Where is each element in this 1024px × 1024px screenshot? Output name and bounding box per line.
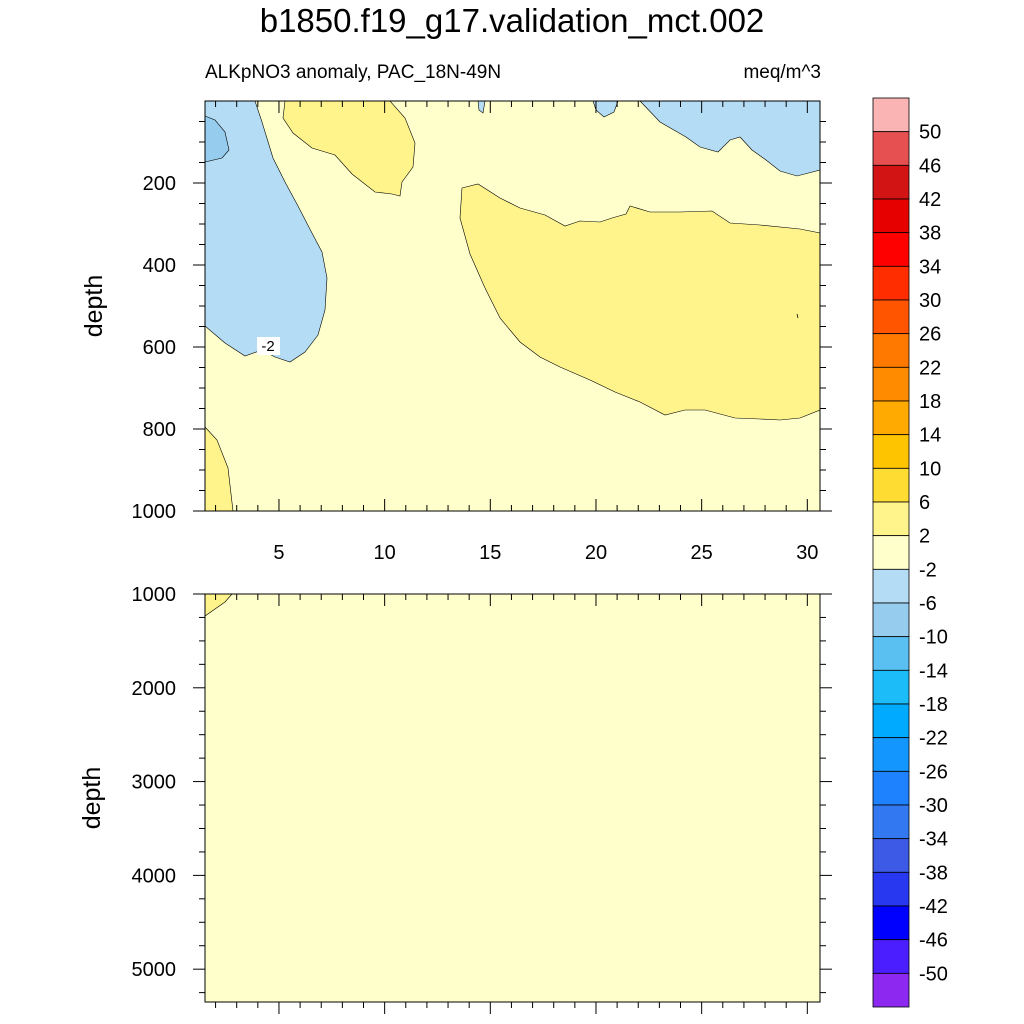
colorbar-label: 10 [919,458,941,480]
upper-negative-region-right [639,100,821,177]
upper-x-tick-label: 15 [479,542,501,564]
colorbar-swatch [872,602,910,638]
colorbar-label: -50 [919,963,948,985]
colorbar-label: 42 [919,189,941,211]
upper-panel: -2 5 10 15 20 25 30 200 400 600 800 1000 [132,100,832,564]
colorbar-label: -10 [919,627,948,649]
units-label: meq/m^3 [743,62,821,83]
colorbar: 50 46 42 38 34 30 26 22 18 14 10 6 2 -2 -6 -10 -14 -18 -22… [872,97,948,1008]
upper-x-tick-label: 20 [585,542,607,564]
colorbar-swatch [872,770,910,806]
colorbar-swatch [872,939,910,974]
lower-axis-ticks: 1000 2000 3000 4000 5000 [132,584,832,1014]
colorbar-label: -34 [919,829,948,851]
figure-title: b1850.f19_g17.validation_mct.002 [259,2,765,39]
contour-label-box [257,337,280,355]
colorbar-label: 22 [919,357,941,379]
lower-panel: 1000 2000 3000 4000 5000 [132,584,832,1014]
lower-y-tick-label: 4000 [132,865,177,887]
upper-y-tick-label: 1000 [132,501,177,523]
colorbar-swatch [872,972,910,1008]
lower-y-tick-label: 3000 [132,772,177,794]
colorbar-swatch [872,366,910,402]
upper-x-tick-label: 25 [691,542,713,564]
colorbar-label: -6 [919,593,937,615]
colorbar-swatch [872,737,910,772]
colorbar-label: 6 [919,492,930,514]
variable-label: ALKpNO3 anomaly, PAC_18N-49N [205,62,502,83]
upper-x-tick-label: 30 [796,542,818,564]
colorbar-swatch [872,871,910,907]
upper-y-tick-label: 200 [143,173,176,195]
colorbar-swatch [872,131,910,166]
upper-y-tick-label: 400 [143,255,176,277]
colorbar-label: 50 [919,122,941,144]
colorbar-swatch [872,804,910,840]
colorbar-label: 30 [919,290,941,312]
upper-x-tick-label: 10 [374,542,396,564]
upper-y-tick-label: 800 [143,419,176,441]
colorbar-swatch [872,703,910,739]
colorbar-swatch [872,198,910,234]
colorbar-swatch [872,232,910,267]
colorbar-swatch [872,97,910,133]
lower-y-tick-label: 2000 [132,678,177,700]
colorbar-swatch [872,265,910,301]
colorbar-swatch [872,535,910,570]
colorbar-label: -30 [919,795,948,817]
upper-y-tick-label: 600 [143,337,176,359]
colorbar-swatch [872,467,910,503]
upper-y-axis-title: depth [80,275,108,338]
colorbar-label: -42 [919,896,948,918]
upper-axis-ticks: 5 10 15 20 25 30 200 400 600 800 1000 [132,101,832,564]
colorbar-swatch [872,669,910,705]
colorbar-label: -22 [919,728,948,750]
colorbar-label: 14 [919,425,941,447]
colorbar-label: 2 [919,526,930,548]
colorbar-swatch [872,333,910,368]
upper-negative-region-left [204,100,328,363]
upper-contour-speck [796,313,799,319]
colorbar-swatch [872,905,910,941]
colorbar-label: -2 [919,559,937,581]
colorbar-label: 34 [919,256,941,278]
colorbar-swatch [872,501,910,537]
lower-y-tick-label: 1000 [132,584,177,606]
colorbar-swatch [872,838,910,873]
lower-y-axis-title: depth [78,767,106,830]
colorbar-label: -26 [919,761,948,783]
colorbar-label: -46 [919,930,948,952]
colorbar-label: 18 [919,391,941,413]
colorbar-label: -14 [919,660,948,682]
colorbar-swatch [872,636,910,671]
colorbar-label: 26 [919,324,941,346]
colorbar-label: 38 [919,223,941,245]
upper-positive-region-surface [282,100,416,197]
colorbar-label: -18 [919,694,948,716]
colorbar-swatch [872,299,910,335]
colorbar-label: 46 [919,155,941,177]
lower-background-level [205,594,820,1002]
colorbar-swatch [872,568,910,604]
colorbar-label: -38 [919,862,948,884]
colorbar-swatch [872,400,910,436]
lower-plot-frame [204,593,821,1003]
lower-y-tick-label: 5000 [132,959,177,981]
colorbar-swatch [872,164,910,200]
contour-label: -2 [261,338,274,355]
upper-x-tick-label: 5 [273,542,284,564]
colorbar-swatch [872,434,910,469]
